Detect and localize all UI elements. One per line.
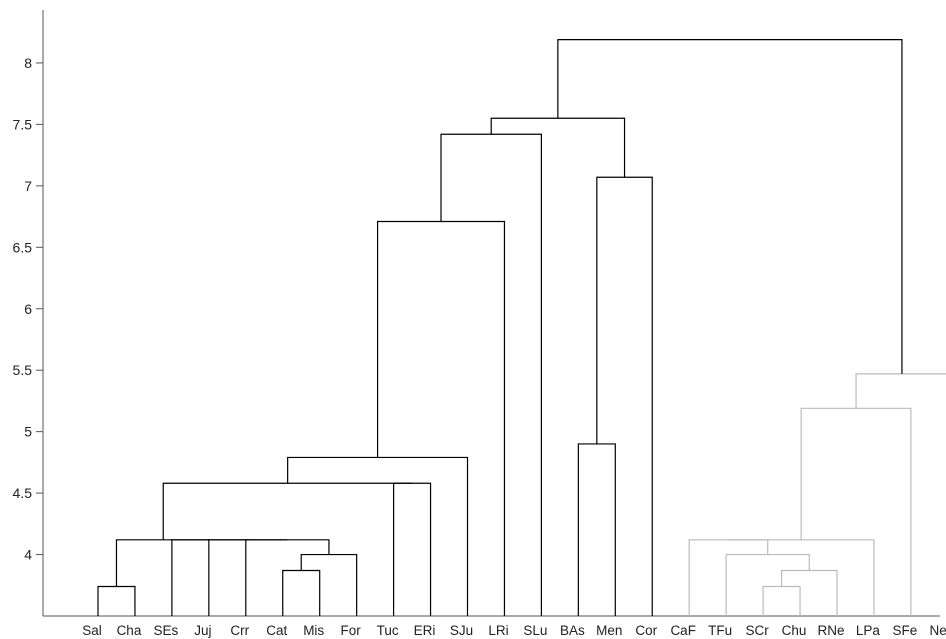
leaf-label: Sal — [82, 623, 102, 638]
leaf-label: LPa — [856, 623, 881, 638]
dendrogram-link — [208, 539, 288, 616]
leaf-label: Neu — [929, 623, 946, 638]
dendrogram-link — [393, 482, 432, 616]
leaf-label: SCr — [745, 623, 769, 638]
leaf-label: Men — [596, 623, 622, 638]
leaf-label: SEs — [154, 623, 179, 638]
dendrogram-link — [725, 553, 810, 616]
dendrogram-link — [376, 220, 506, 616]
dendrogram-link — [440, 133, 542, 616]
dendrogram-link — [855, 373, 946, 409]
dendrogram-link — [171, 539, 249, 616]
leaf-label: SLu — [523, 623, 547, 638]
dendrogram-link — [780, 569, 838, 616]
y-tick-label: 8 — [24, 55, 32, 71]
dendrogram-link — [245, 539, 330, 616]
leaf-label: Cor — [635, 623, 657, 638]
leaf-label: TFu — [708, 623, 732, 638]
dendrogram-link — [762, 585, 801, 616]
y-tick-label: 5 — [24, 424, 32, 440]
leaf-label: Chu — [782, 623, 807, 638]
dendrogram-link — [490, 117, 626, 178]
dendrogram-link — [162, 482, 413, 540]
dendrogram-link — [282, 569, 321, 616]
leaf-label: SJu — [450, 623, 473, 638]
dendrogram-link — [300, 553, 358, 616]
dendrogram-links — [97, 38, 946, 616]
y-tick-label: 7.5 — [13, 116, 33, 132]
dendrogram-link — [557, 38, 903, 374]
leaf-label: Cat — [266, 623, 287, 638]
leaf-label: BAs — [560, 623, 585, 638]
dendrogram-link — [287, 456, 469, 616]
leaf-label: Crr — [230, 623, 249, 638]
y-tick-label: 6.5 — [13, 239, 33, 255]
leaf-labels: Sal Cha SEs Juj Crr Cat Mis For Tuc ERi SJu LRi SLu B… — [82, 623, 946, 638]
y-tick-label: 7 — [24, 178, 32, 194]
dendrogram-link — [115, 539, 211, 587]
dendrogram-link — [596, 176, 653, 616]
dendrogram-link — [800, 407, 912, 616]
leaf-label: For — [341, 623, 362, 638]
leaf-label: SFe — [893, 623, 918, 638]
leaf-label: Mis — [303, 623, 324, 638]
leaf-label: Tuc — [377, 623, 399, 638]
y-tick-label: 4 — [24, 547, 32, 563]
leaf-label: CaF — [670, 623, 696, 638]
dendrogram-link — [688, 539, 769, 616]
leaf-label: LRi — [488, 623, 508, 638]
y-tick-label: 5.5 — [13, 362, 33, 378]
y-tick-label: 4.5 — [13, 485, 33, 501]
dendrogram-link — [97, 585, 136, 616]
dendrogram-link — [577, 443, 616, 616]
leaf-label: ERi — [414, 623, 436, 638]
leaf-label: RNe — [817, 623, 844, 638]
leaf-label: Cha — [117, 623, 142, 638]
dendrogram-link — [728, 539, 875, 616]
leaf-label: Juj — [194, 623, 211, 638]
axes: 4 4.5 5 5.5 6 6.5 7 7.5 8 — [13, 10, 940, 617]
y-tick-label: 6 — [24, 301, 32, 317]
